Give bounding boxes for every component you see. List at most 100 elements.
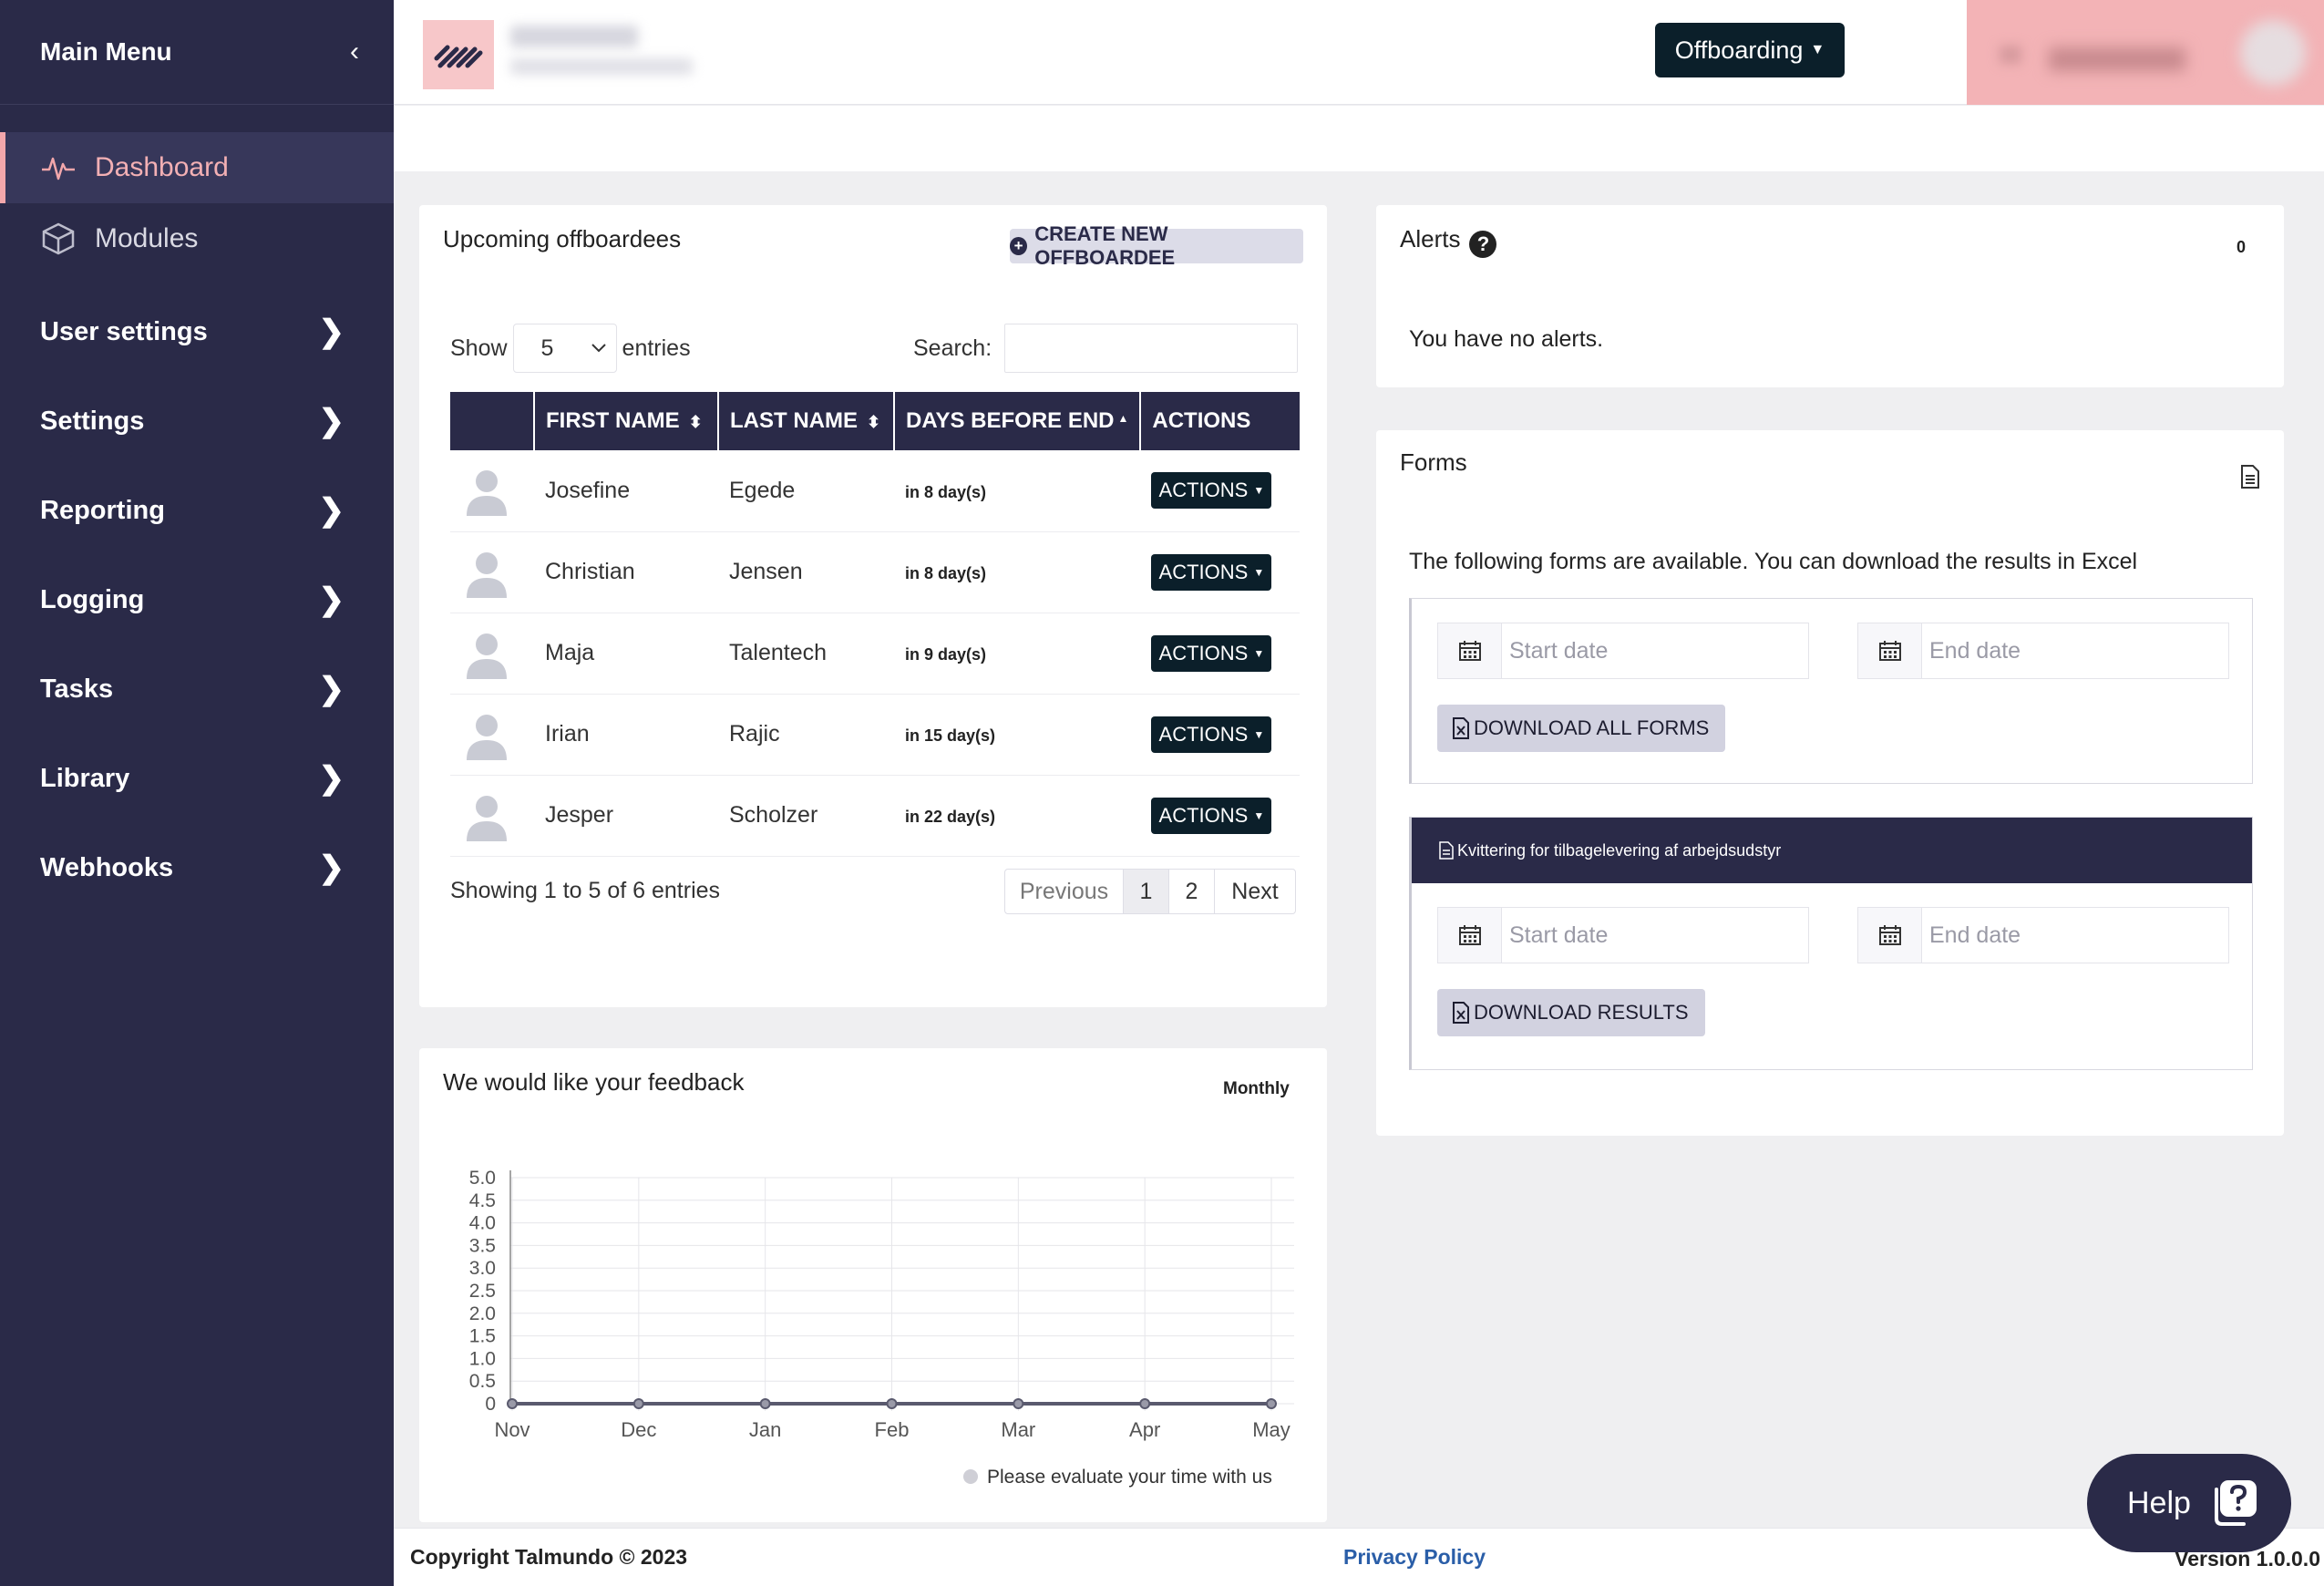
company-logo[interactable] bbox=[423, 20, 494, 89]
download-results-button[interactable]: DOWNLOAD RESULTS bbox=[1437, 989, 1705, 1036]
caret-down-icon: ▼ bbox=[1810, 42, 1825, 57]
sidebar-group-user-settings[interactable]: User settings ❯ bbox=[0, 287, 394, 376]
sidebar-group-reporting[interactable]: Reporting ❯ bbox=[0, 466, 394, 555]
start-date-input[interactable]: Start date bbox=[1437, 907, 1809, 963]
y-tick-label: 4.0 bbox=[469, 1213, 496, 1234]
y-tick-label: 2.0 bbox=[469, 1303, 496, 1324]
y-tick-label: 5.0 bbox=[469, 1168, 496, 1189]
chevron-right-icon: ❯ bbox=[318, 493, 345, 528]
end-date-placeholder: End date bbox=[1929, 922, 2021, 948]
collapse-sidebar-icon[interactable]: ‹ bbox=[350, 36, 359, 67]
privacy-policy-link[interactable]: Privacy Policy bbox=[1343, 1545, 1486, 1569]
sidebar-group-logging[interactable]: Logging ❯ bbox=[0, 555, 394, 644]
pagination-previous[interactable]: Previous bbox=[1005, 870, 1124, 913]
download-all-forms-button[interactable]: DOWNLOAD ALL FORMS bbox=[1437, 705, 1726, 752]
table-row: Josefine Egede in 8 day(s) ACTIONS ▼ bbox=[450, 450, 1300, 532]
first-name-cell: Christian bbox=[534, 531, 718, 613]
pagination-next[interactable]: Next bbox=[1231, 878, 1279, 904]
last-name-cell: Egede bbox=[718, 450, 894, 532]
download-results-label: DOWNLOAD RESULTS bbox=[1474, 1001, 1689, 1024]
row-actions-label: ACTIONS bbox=[1158, 641, 1249, 664]
company-subtitle-blurred bbox=[510, 58, 693, 75]
help-button[interactable]: Help bbox=[2087, 1454, 2291, 1552]
chevron-right-icon: ❯ bbox=[318, 404, 345, 438]
document-icon bbox=[1439, 841, 1454, 860]
sidebar-group-tasks[interactable]: Tasks ❯ bbox=[0, 644, 394, 734]
column-header-last-name[interactable]: LAST NAME ⬍ bbox=[718, 392, 895, 450]
download-all-forms-label: DOWNLOAD ALL FORMS bbox=[1474, 716, 1710, 739]
column-header-label: FIRST NAME bbox=[546, 408, 680, 433]
sidebar-group-webhooks[interactable]: Webhooks ❯ bbox=[0, 823, 394, 912]
avatar[interactable] bbox=[2240, 20, 2306, 86]
end-date-input[interactable]: End date bbox=[1857, 907, 2229, 963]
row-actions-button[interactable]: ACTIONS ▼ bbox=[1151, 634, 1272, 672]
sort-icon: ⬍ bbox=[688, 413, 703, 431]
chevron-right-icon: ❯ bbox=[318, 314, 345, 349]
sidebar-group-settings[interactable]: Settings ❯ bbox=[0, 376, 394, 466]
excel-file-icon bbox=[1453, 1002, 1469, 1024]
sidebar-group-label: User settings bbox=[40, 316, 208, 346]
y-tick-label: 0 bbox=[485, 1394, 496, 1415]
sidebar-group-label: Reporting bbox=[40, 495, 165, 525]
user-menu[interactable] bbox=[1967, 0, 2324, 105]
row-actions-label: ACTIONS bbox=[1158, 479, 1249, 502]
forms-description: The following forms are available. You c… bbox=[1409, 549, 2138, 574]
row-actions-button[interactable]: ACTIONS ▼ bbox=[1151, 472, 1272, 510]
calendar-icon bbox=[1858, 623, 1922, 678]
table-row: Jesper Scholzer in 22 day(s) ACTIONS ▼ bbox=[450, 775, 1300, 857]
data-point bbox=[759, 1398, 771, 1409]
days-before-end-cell: in 15 day(s) bbox=[905, 726, 996, 745]
caret-down-icon: ▼ bbox=[1253, 808, 1265, 822]
x-tick-label: Mar bbox=[1001, 1418, 1035, 1441]
start-date-placeholder: Start date bbox=[1509, 922, 1609, 948]
row-actions-button[interactable]: ACTIONS ▼ bbox=[1151, 553, 1272, 591]
data-point bbox=[632, 1398, 644, 1409]
person-avatar-icon bbox=[467, 633, 507, 679]
search-label: Search: bbox=[913, 335, 992, 361]
start-date-input[interactable]: Start date bbox=[1437, 623, 1809, 679]
first-name-cell: Irian bbox=[534, 694, 718, 776]
sidebar-group-label: Library bbox=[40, 763, 130, 793]
pagination-page[interactable]: 2 bbox=[1169, 870, 1215, 913]
pagination: Previous 1 2 Next bbox=[1004, 869, 1296, 914]
sidebar-item-dashboard[interactable]: Dashboard bbox=[0, 132, 394, 203]
row-actions-button[interactable]: ACTIONS ▼ bbox=[1151, 797, 1272, 834]
page-length-select[interactable]: 5 bbox=[512, 324, 617, 373]
data-point bbox=[886, 1398, 898, 1409]
period-selector[interactable]: Monthly bbox=[1223, 1079, 1290, 1098]
document-icon[interactable] bbox=[2240, 465, 2260, 489]
sidebar-item-label: Dashboard bbox=[95, 152, 229, 182]
column-header-days-before-end[interactable]: DAYS BEFORE END ▲ bbox=[894, 392, 1142, 450]
data-point bbox=[1266, 1398, 1277, 1409]
feedback-card: We would like your feedback Monthly 0 0.5… bbox=[419, 1048, 1327, 1522]
x-tick-label: Jan bbox=[749, 1418, 781, 1441]
caret-down-icon: ▼ bbox=[1253, 484, 1265, 498]
module-switch-label: Offboarding bbox=[1674, 36, 1804, 64]
x-tick-label: Feb bbox=[875, 1418, 910, 1441]
table-row: Irian Rajic in 15 day(s) ACTIONS ▼ bbox=[450, 694, 1300, 776]
sidebar-group-label: Settings bbox=[40, 406, 145, 436]
search-input[interactable] bbox=[1004, 324, 1299, 373]
sidebar-item-modules[interactable]: Modules bbox=[0, 203, 394, 274]
sidebar-group-library[interactable]: Library ❯ bbox=[0, 734, 394, 823]
copyright-text: Copyright Talmundo © 2023 bbox=[410, 1545, 688, 1569]
column-header-avatar bbox=[450, 392, 535, 450]
header-band bbox=[394, 106, 2324, 171]
last-name-cell: Rajic bbox=[718, 694, 894, 776]
create-offboardee-button[interactable]: + CREATE NEW OFFBOARDEE bbox=[1010, 222, 1303, 269]
notification-icon[interactable] bbox=[2000, 46, 2021, 64]
row-actions-button[interactable]: ACTIONS ▼ bbox=[1151, 716, 1272, 753]
sidebar-title: Main Menu bbox=[40, 37, 172, 66]
offboardees-table: FIRST NAME ⬍ LAST NAME ⬍ DAYS BEFORE END ▲ … bbox=[450, 392, 1300, 857]
module-switch-button[interactable]: Offboarding ▼ bbox=[1655, 23, 1845, 77]
cube-icon bbox=[42, 222, 75, 255]
pagination-page[interactable]: 1 bbox=[1124, 870, 1169, 913]
sidebar-item-label: Modules bbox=[95, 223, 199, 253]
column-header-first-name[interactable]: FIRST NAME ⬍ bbox=[534, 392, 719, 450]
legend-label: Please evaluate your time with us bbox=[987, 1467, 1272, 1488]
end-date-input[interactable]: End date bbox=[1857, 623, 2229, 679]
help-label: Help bbox=[2127, 1485, 2191, 1520]
card-title: Forms bbox=[1400, 448, 1467, 476]
page-length-control: Show 5 entries bbox=[450, 324, 691, 373]
help-question-icon[interactable]: ? bbox=[1469, 231, 1497, 258]
